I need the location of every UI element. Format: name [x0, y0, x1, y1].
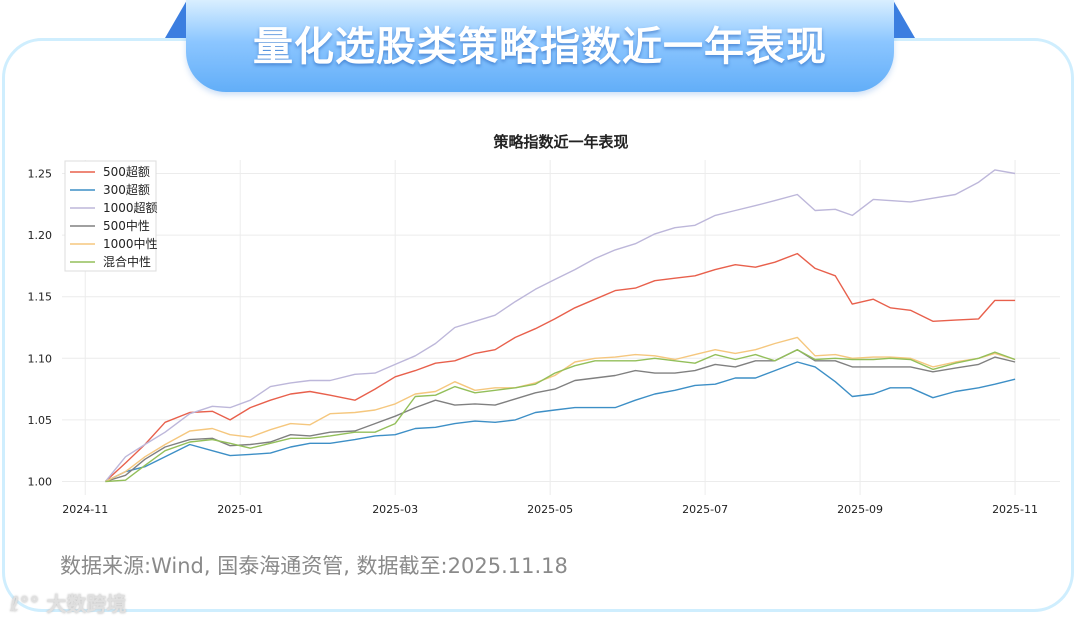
x-tick-label: 2025-07 — [682, 503, 728, 516]
series-line-混合中性 — [105, 349, 1016, 483]
chart-card — [2, 38, 1074, 612]
x-tick-label: 2024-11 — [62, 503, 108, 516]
legend-label: 500中性 — [103, 218, 150, 233]
x-tick-label: 2025-05 — [527, 503, 573, 516]
y-tick-label: 1.25 — [28, 168, 53, 181]
y-tick-label: 1.10 — [28, 352, 53, 365]
title-banner — [186, 0, 894, 92]
series-line-500超额 — [104, 252, 1016, 483]
watermark-icon: ℓ°° — [10, 592, 40, 616]
x-tick-label: 2025-11 — [992, 503, 1038, 516]
legend-box — [64, 160, 157, 272]
banner-wing-right — [893, 0, 915, 38]
banner-wing-left — [165, 0, 187, 38]
y-tick-label: 1.20 — [28, 229, 53, 242]
data-source-note: 数据来源:Wind, 国泰海通资管, 数据截至:2025.11.18 — [60, 554, 568, 578]
y-tick-label: 1.00 — [28, 475, 53, 488]
page-title: 量化选股类策略指数近一年表现 — [253, 24, 827, 70]
legend-label: 1000中性 — [103, 236, 158, 251]
x-tick-label: 2025-09 — [837, 503, 883, 516]
legend-label: 500超额 — [103, 164, 150, 179]
legend-label: 1000超额 — [103, 200, 158, 215]
series-line-1000超额 — [104, 169, 1016, 482]
y-tick-label: 1.15 — [28, 291, 53, 304]
legend-label: 混合中性 — [103, 254, 151, 269]
y-tick-label: 1.05 — [28, 414, 53, 427]
series-line-500中性 — [105, 349, 1016, 483]
x-tick-label: 2025-01 — [217, 503, 263, 516]
watermark-text: 大数跨境 — [46, 592, 127, 616]
x-tick-label: 2025-03 — [372, 503, 418, 516]
legend-label: 300超额 — [103, 182, 150, 197]
series-line-300超额 — [105, 361, 1016, 483]
watermark-logo: ℓ°° 大数跨境 — [10, 588, 126, 617]
chart-title: 策略指数近一年表现 — [492, 133, 628, 151]
